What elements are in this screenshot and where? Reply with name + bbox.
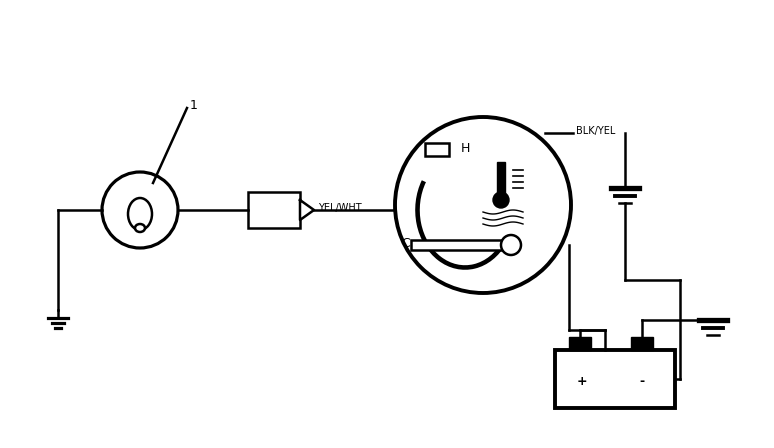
Text: H: H: [461, 142, 471, 155]
Bar: [555, 350, 675, 408]
Text: -: -: [639, 375, 644, 388]
Bar: [497, 162, 505, 194]
Circle shape: [493, 192, 509, 208]
Text: 1: 1: [190, 99, 198, 112]
Bar: [411, 240, 511, 250]
Bar: [569, 337, 591, 350]
Circle shape: [102, 172, 178, 248]
Polygon shape: [300, 200, 314, 220]
Text: C: C: [401, 237, 409, 250]
Bar: [631, 337, 653, 350]
Text: +: +: [577, 375, 587, 388]
Circle shape: [501, 235, 521, 255]
Text: BLK/YEL: BLK/YEL: [576, 126, 615, 136]
Bar: [248, 192, 300, 228]
Circle shape: [395, 117, 571, 293]
Ellipse shape: [135, 224, 145, 232]
Ellipse shape: [128, 198, 152, 230]
Text: YEL/WHT: YEL/WHT: [318, 203, 361, 213]
Bar: [425, 143, 449, 156]
